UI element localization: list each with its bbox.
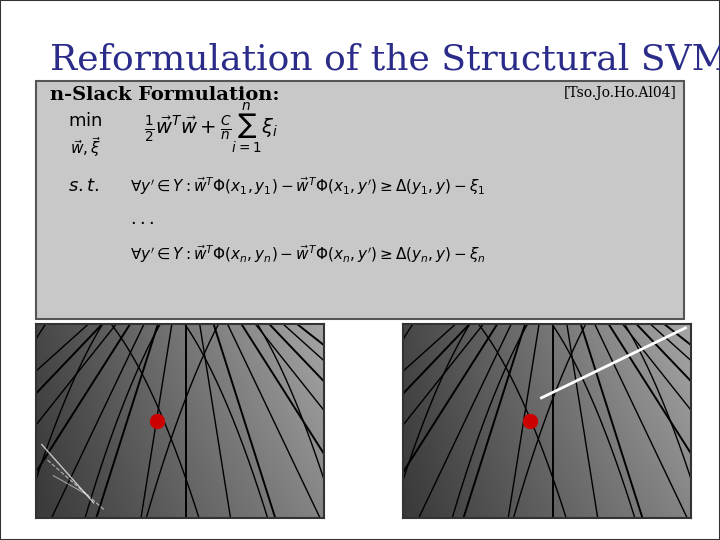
Text: $...$: $...$ [130,210,154,228]
Text: Reformulation of the Structural SVM QP: Reformulation of the Structural SVM QP [50,43,720,77]
FancyBboxPatch shape [36,81,684,319]
Text: [Tso.Jo.Ho.Al04]: [Tso.Jo.Ho.Al04] [564,86,677,100]
Text: $\forall y^{\prime} \in Y : \vec{w}^{T}\Phi(x_n,y_n) - \vec{w}^{T}\Phi(x_n,y^{\p: $\forall y^{\prime} \in Y : \vec{w}^{T}\… [130,243,485,265]
Text: $\min$: $\min$ [68,112,103,131]
Text: n-Slack Formulation:: n-Slack Formulation: [50,86,280,104]
Text: $s.t.$: $s.t.$ [68,177,100,195]
Text: $\vec{w},\vec{\xi}$: $\vec{w},\vec{\xi}$ [70,136,101,159]
Text: $\forall y^{\prime} \in Y : \vec{w}^{T}\Phi(x_1,y_1) - \vec{w}^{T}\Phi(x_1,y^{\p: $\forall y^{\prime} \in Y : \vec{w}^{T}\… [130,176,485,197]
Text: $\frac{1}{2}\vec{w}^{T}\vec{w} + \frac{C}{n}\sum_{i=1}^{n}\xi_i$: $\frac{1}{2}\vec{w}^{T}\vec{w} + \frac{C… [144,101,278,156]
